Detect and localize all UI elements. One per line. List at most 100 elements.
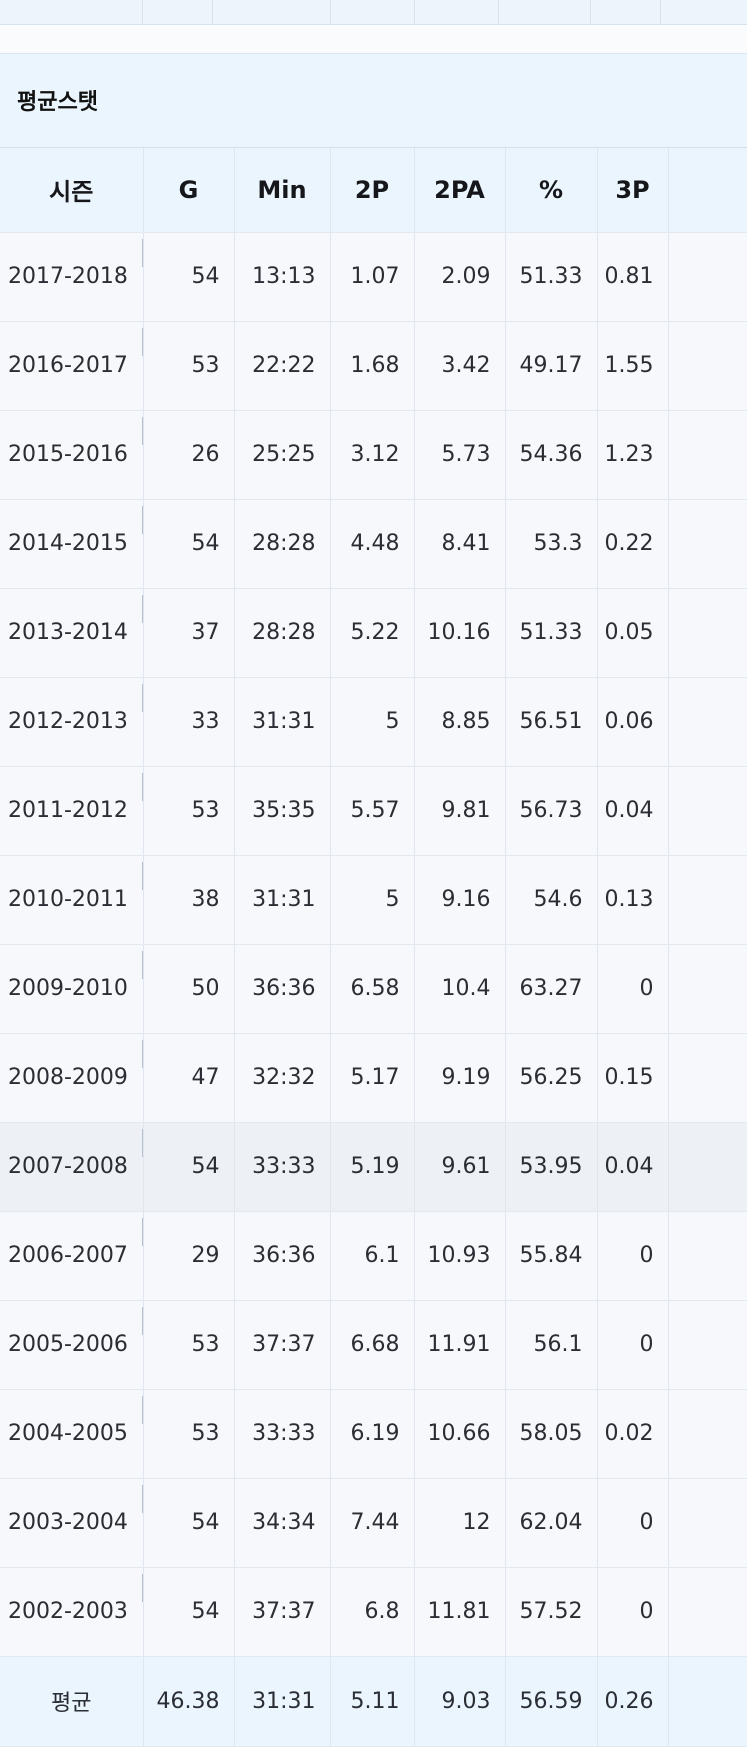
stat-cell: 0 bbox=[597, 1300, 669, 1390]
stat-cell: 6.1 bbox=[330, 1211, 415, 1301]
overflow-cell bbox=[668, 944, 747, 1034]
average-stats-table: 시즌 G Min 2P 2PA% 3P 2017-2018 54 13:13 1.07 2.09 5… bbox=[0, 148, 747, 1747]
column-header[interactable]: % bbox=[505, 148, 598, 233]
table-row: 2006-2007 29 36:36 6.1 10.93 55.84 0 bbox=[0, 1211, 747, 1301]
stat-cell: 53 bbox=[143, 1389, 235, 1479]
section-header: 평균스탯 bbox=[0, 53, 747, 148]
stat-cell: 0 bbox=[597, 944, 669, 1034]
column-header[interactable]: 2PA bbox=[414, 148, 506, 233]
stat-cell: 0.06 bbox=[597, 677, 669, 767]
stat-cell: 11.81 bbox=[414, 1567, 506, 1657]
season-cell: 2013-2014 bbox=[0, 588, 144, 678]
stat-cell: 10.4 bbox=[414, 944, 506, 1034]
stat-cell: 53 bbox=[143, 321, 235, 411]
stat-cell: 0.81 bbox=[597, 232, 669, 322]
stat-cell: 47 bbox=[143, 1033, 235, 1123]
stat-cell: 7.44 bbox=[330, 1478, 415, 1568]
season-cell: 2009-2010 bbox=[0, 944, 144, 1034]
stat-cell: 49.17 bbox=[505, 321, 598, 411]
stat-cell: 56.51 bbox=[505, 677, 598, 767]
stat-cell: 1.68 bbox=[330, 321, 415, 411]
average-cell: 46.38 bbox=[143, 1656, 235, 1747]
stat-cell: 5 bbox=[330, 855, 415, 945]
table-row: 2007-2008 54 33:33 5.19 9.61 53.95 0.04 bbox=[0, 1122, 747, 1212]
stat-cell: 1.07 bbox=[330, 232, 415, 322]
stat-cell: 10.93 bbox=[414, 1211, 506, 1301]
stat-cell: 57.52 bbox=[505, 1567, 598, 1657]
overflow-cell bbox=[668, 1656, 747, 1747]
stat-cell: 56.73 bbox=[505, 766, 598, 856]
table-row: 2016-2017 53 22:22 1.68 3.42 49.17 1.55 bbox=[0, 321, 747, 411]
table-row: 2002-2003 54 37:37 6.8 11.81 57.52 0 bbox=[0, 1567, 747, 1657]
overflow-cell bbox=[668, 1211, 747, 1301]
stat-cell: 35:35 bbox=[234, 766, 331, 856]
stat-cell: 9.61 bbox=[414, 1122, 506, 1212]
average-row: 평균 46.38 31:31 5.11 9.03 56.59 0.26 bbox=[0, 1656, 747, 1747]
stat-cell: 38 bbox=[143, 855, 235, 945]
stat-cell: 0 bbox=[597, 1211, 669, 1301]
stat-cell: 34:34 bbox=[234, 1478, 331, 1568]
overflow-cell bbox=[668, 1478, 747, 1568]
stat-cell: 54.6 bbox=[505, 855, 598, 945]
season-cell: 2004-2005 bbox=[0, 1389, 144, 1479]
average-label: 평균 bbox=[0, 1656, 144, 1747]
season-cell: 2016-2017 bbox=[0, 321, 144, 411]
table-row: 2012-2013 33 31:31 5 8.85 56.51 0.06 bbox=[0, 677, 747, 767]
stat-cell: 6.68 bbox=[330, 1300, 415, 1390]
average-cell: 5.11 bbox=[330, 1656, 415, 1747]
season-cell: 2005-2006 bbox=[0, 1300, 144, 1390]
stat-cell: 37:37 bbox=[234, 1300, 331, 1390]
table-row: 2004-2005 53 33:33 6.19 10.66 58.05 0.02 bbox=[0, 1389, 747, 1479]
column-header[interactable]: 3P bbox=[597, 148, 669, 233]
overflow-cell bbox=[668, 855, 747, 945]
stat-cell: 0.15 bbox=[597, 1033, 669, 1123]
stat-cell: 5.73 bbox=[414, 410, 506, 500]
stat-cell: 9.19 bbox=[414, 1033, 506, 1123]
stat-cell: 33 bbox=[143, 677, 235, 767]
average-cell: 9.03 bbox=[414, 1656, 506, 1747]
stat-cell: 0.04 bbox=[597, 766, 669, 856]
stat-cell: 53 bbox=[143, 766, 235, 856]
column-header[interactable]: 시즌 bbox=[0, 148, 144, 233]
stat-cell: 33:33 bbox=[234, 1122, 331, 1212]
section-spacer bbox=[0, 25, 747, 52]
stat-cell: 29 bbox=[143, 1211, 235, 1301]
overflow-cell bbox=[668, 677, 747, 767]
stat-cell: 28:28 bbox=[234, 588, 331, 678]
stat-cell: 28:28 bbox=[234, 499, 331, 589]
stat-cell: 1.23 bbox=[597, 410, 669, 500]
stat-cell: 0.13 bbox=[597, 855, 669, 945]
stat-cell: 31:31 bbox=[234, 677, 331, 767]
stat-cell: 6.8 bbox=[330, 1567, 415, 1657]
stat-cell: 53.95 bbox=[505, 1122, 598, 1212]
overflow-cell bbox=[668, 1567, 747, 1657]
stat-cell: 63.27 bbox=[505, 944, 598, 1034]
stat-cell: 6.58 bbox=[330, 944, 415, 1034]
stat-cell: 56.25 bbox=[505, 1033, 598, 1123]
previous-table-bottom-edge bbox=[0, 0, 747, 25]
overflow-cell bbox=[668, 1122, 747, 1212]
stat-cell: 36:36 bbox=[234, 1211, 331, 1301]
column-header[interactable]: Min bbox=[234, 148, 331, 233]
column-header[interactable]: G bbox=[143, 148, 235, 233]
stat-cell: 0.05 bbox=[597, 588, 669, 678]
stat-cell: 4.48 bbox=[330, 499, 415, 589]
overflow-cell bbox=[668, 1389, 747, 1479]
stat-cell: 32:32 bbox=[234, 1033, 331, 1123]
overflow-cell bbox=[668, 1033, 747, 1123]
stat-cell: 58.05 bbox=[505, 1389, 598, 1479]
season-cell: 2015-2016 bbox=[0, 410, 144, 500]
stat-cell: 3.42 bbox=[414, 321, 506, 411]
table-row: 2003-2004 54 34:34 7.44 12 62.04 0 bbox=[0, 1478, 747, 1568]
overflow-cell bbox=[668, 588, 747, 678]
stat-cell: 53 bbox=[143, 1300, 235, 1390]
stat-cell: 54 bbox=[143, 232, 235, 322]
table-row: 2005-2006 53 37:37 6.68 11.91 56.1 0 bbox=[0, 1300, 747, 1390]
stat-cell: 54 bbox=[143, 1122, 235, 1212]
season-cell: 2007-2008 bbox=[0, 1122, 144, 1212]
column-header[interactable]: 2P bbox=[330, 148, 415, 233]
season-cell: 2008-2009 bbox=[0, 1033, 144, 1123]
overflow-cell bbox=[668, 232, 747, 322]
stat-cell: 53.3 bbox=[505, 499, 598, 589]
overflow-cell bbox=[668, 1300, 747, 1390]
